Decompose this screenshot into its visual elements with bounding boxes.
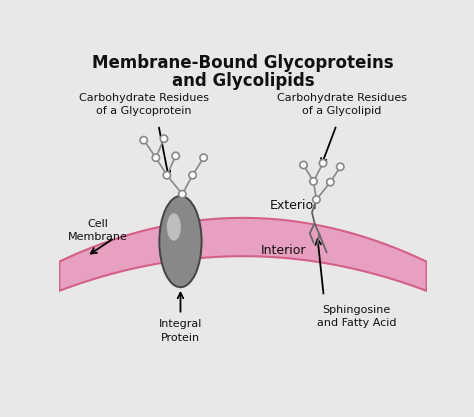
Circle shape <box>310 178 317 185</box>
Text: Membrane-Bound Glycoproteins: Membrane-Bound Glycoproteins <box>92 54 394 72</box>
Text: Exterior: Exterior <box>270 198 319 211</box>
Circle shape <box>163 171 171 179</box>
Text: Sphingosine
and Fatty Acid: Sphingosine and Fatty Acid <box>317 305 397 328</box>
Circle shape <box>200 154 207 161</box>
Polygon shape <box>59 218 427 291</box>
Circle shape <box>313 196 320 203</box>
Circle shape <box>160 135 168 142</box>
Circle shape <box>300 161 307 168</box>
Circle shape <box>337 163 344 171</box>
Text: Carbohydrate Residues
of a Glycolipid: Carbohydrate Residues of a Glycolipid <box>277 93 407 116</box>
Circle shape <box>327 178 334 186</box>
Circle shape <box>172 152 179 160</box>
Text: Integral
Protein: Integral Protein <box>159 319 202 343</box>
Circle shape <box>319 160 327 167</box>
Circle shape <box>152 154 160 161</box>
Ellipse shape <box>167 214 181 241</box>
Text: Cell
Membrane: Cell Membrane <box>68 219 128 242</box>
Circle shape <box>140 136 147 144</box>
Text: Carbohydrate Residues
of a Glycoprotein: Carbohydrate Residues of a Glycoprotein <box>79 93 209 116</box>
Ellipse shape <box>159 196 201 287</box>
Text: and Glycolipids: and Glycolipids <box>172 72 314 90</box>
Circle shape <box>189 171 196 179</box>
Text: Interior: Interior <box>261 244 306 257</box>
Circle shape <box>179 191 186 198</box>
